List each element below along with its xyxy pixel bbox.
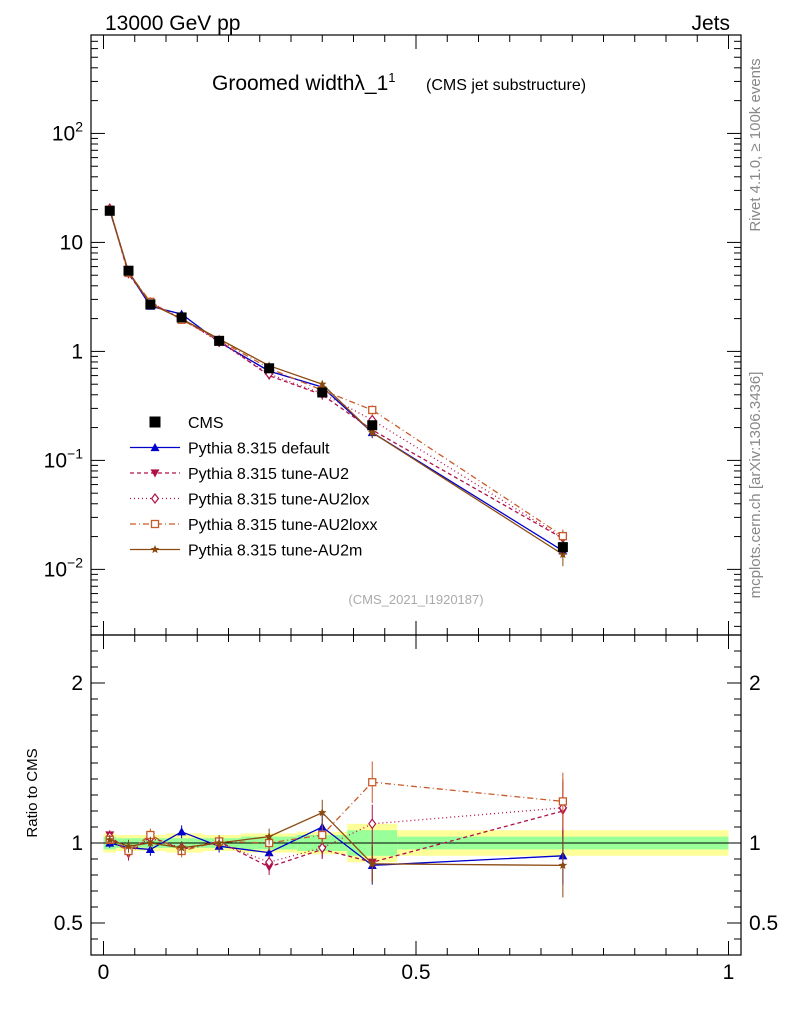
- main-data-point: [145, 299, 156, 310]
- main-data-point: [558, 550, 568, 559]
- main-series-line: [109, 208, 564, 539]
- ratio-series-3: [105, 779, 567, 871]
- main-axis-ticks: [91, 34, 741, 635]
- main-data-point: [264, 363, 275, 374]
- x-tick-label: 1: [723, 961, 735, 984]
- main-data-point: [557, 542, 568, 553]
- legend-marker: [150, 519, 160, 529]
- main-data-point: [104, 205, 115, 216]
- legend-entry: Pythia 8.315 tune-AU2loxx: [130, 517, 377, 534]
- ratio-data-point: [368, 778, 377, 787]
- main-y-tick-label: 102: [52, 118, 83, 145]
- legend-label: Pythia 8.315 tune-AU2: [188, 466, 349, 483]
- ratio-y-tick-label-right: 1: [749, 832, 761, 855]
- main-y-tick-label: 10−2: [44, 554, 84, 581]
- chart-title-superscript: 1: [388, 70, 395, 85]
- main-y-tick-label: 1: [71, 340, 83, 363]
- legend-label: Pythia 8.315 tune-AU2m: [188, 543, 362, 560]
- ratio-plot-frame: [90, 634, 742, 956]
- main-data-point: [368, 405, 377, 415]
- ratio-series-group: [105, 761, 568, 898]
- ratio-data-point: [264, 832, 274, 841]
- ratio-y-tick-labels: 0.5 0.5 1 1 2 2: [54, 672, 778, 935]
- ratio-data-point: [105, 835, 114, 844]
- ratio-y-tick-label-left: 2: [71, 672, 83, 695]
- legend-marker: [150, 545, 160, 554]
- header-energy-label: 13000 GeV pp: [105, 12, 240, 35]
- legend-entry: Pythia 8.315 tune-AU2m: [130, 543, 362, 560]
- legend-marker: [149, 416, 161, 428]
- ratio-data-point: [146, 838, 155, 847]
- main-data-point: [367, 420, 378, 431]
- ratio-data-point: [264, 848, 274, 857]
- legend-marker: [150, 493, 160, 504]
- main-series-line: [109, 209, 564, 537]
- ratio-data-point: [265, 856, 274, 868]
- main-data-point: [123, 265, 134, 276]
- legend-label: CMS: [188, 415, 224, 432]
- legend-entry: CMS: [149, 415, 224, 432]
- main-data-point: [176, 312, 187, 323]
- main-data-point: [368, 428, 377, 437]
- chart-subtitle: (CMS jet substructure): [426, 77, 586, 94]
- ratio-data-point: [368, 818, 377, 830]
- main-data-point: [214, 335, 225, 346]
- ratio-y-tick-label-left: 1: [71, 832, 83, 855]
- ratio-data-point: [318, 830, 327, 840]
- main-data-point: [317, 387, 328, 398]
- ratio-y-tick-label-right: 0.5: [749, 912, 778, 935]
- ratio-data-point: [368, 859, 377, 868]
- ratio-series-5: [105, 799, 568, 898]
- legend-label: Pythia 8.315 tune-AU2loxx: [188, 517, 377, 534]
- legend-marker: [150, 443, 160, 452]
- main-series-mc-5: [105, 205, 568, 567]
- legend: CMS Pythia 8.315 default Pythia 8.315 tune…: [130, 415, 377, 560]
- main-y-tick-label: 10: [60, 231, 83, 254]
- legend-label: Pythia 8.315 default: [188, 441, 330, 458]
- ratio-data-point: [318, 842, 327, 854]
- x-tick-labels: 0 0.5 1: [98, 961, 735, 984]
- main-series-group: [104, 203, 568, 567]
- ratio-y-tick-label-left: 0.5: [54, 912, 83, 935]
- main-series-line: [109, 208, 564, 540]
- chart-title: Groomed widthλ_11: [212, 70, 396, 95]
- ratio-axis-ticks: [91, 634, 741, 956]
- ratio-data-point: [318, 808, 327, 817]
- chart-title-main: Groomed widthλ_1: [212, 72, 388, 95]
- main-y-tick-label: 10−1: [44, 445, 84, 472]
- analysis-watermark: (CMS_2021_I1920187): [348, 592, 483, 607]
- ratio-data-point: [214, 838, 224, 847]
- ratio-data-point: [177, 827, 187, 836]
- legend-entry: Pythia 8.315 tune-AU2lox: [130, 492, 369, 509]
- x-tick-label: 0.5: [401, 961, 430, 984]
- mcplots-label: mcplots.cern.ch [arXiv:1306.3436]: [747, 372, 764, 599]
- legend-label: Pythia 8.315 tune-AU2lox: [188, 492, 369, 509]
- ratio-plot-panel: 0.5 0.5 1 1 2 2 Ratio to CMS: [24, 634, 778, 956]
- legend-entry: Pythia 8.315 tune-AU2: [130, 466, 349, 483]
- ratio-y-axis-label: Ratio to CMS: [24, 748, 41, 837]
- ratio-data-point: [558, 797, 568, 806]
- x-tick-label: 0: [98, 961, 110, 984]
- ratio-data-point: [177, 843, 186, 852]
- header-jets-label: Jets: [691, 12, 730, 35]
- legend-marker: [150, 469, 160, 478]
- ratio-data-point: [124, 841, 133, 850]
- main-data-point: [318, 379, 327, 388]
- rivet-version-label: Rivet 4.1.0, ≥ 100k events: [747, 58, 764, 231]
- main-y-tick-labels: 10−2 10−1 1 10 102: [44, 118, 84, 581]
- ratio-data-point: [558, 860, 568, 869]
- main-series-cms: [104, 205, 568, 554]
- ratio-y-tick-label-right: 2: [749, 672, 761, 695]
- legend-entry: Pythia 8.315 default: [130, 441, 330, 458]
- main-data-point: [558, 531, 568, 541]
